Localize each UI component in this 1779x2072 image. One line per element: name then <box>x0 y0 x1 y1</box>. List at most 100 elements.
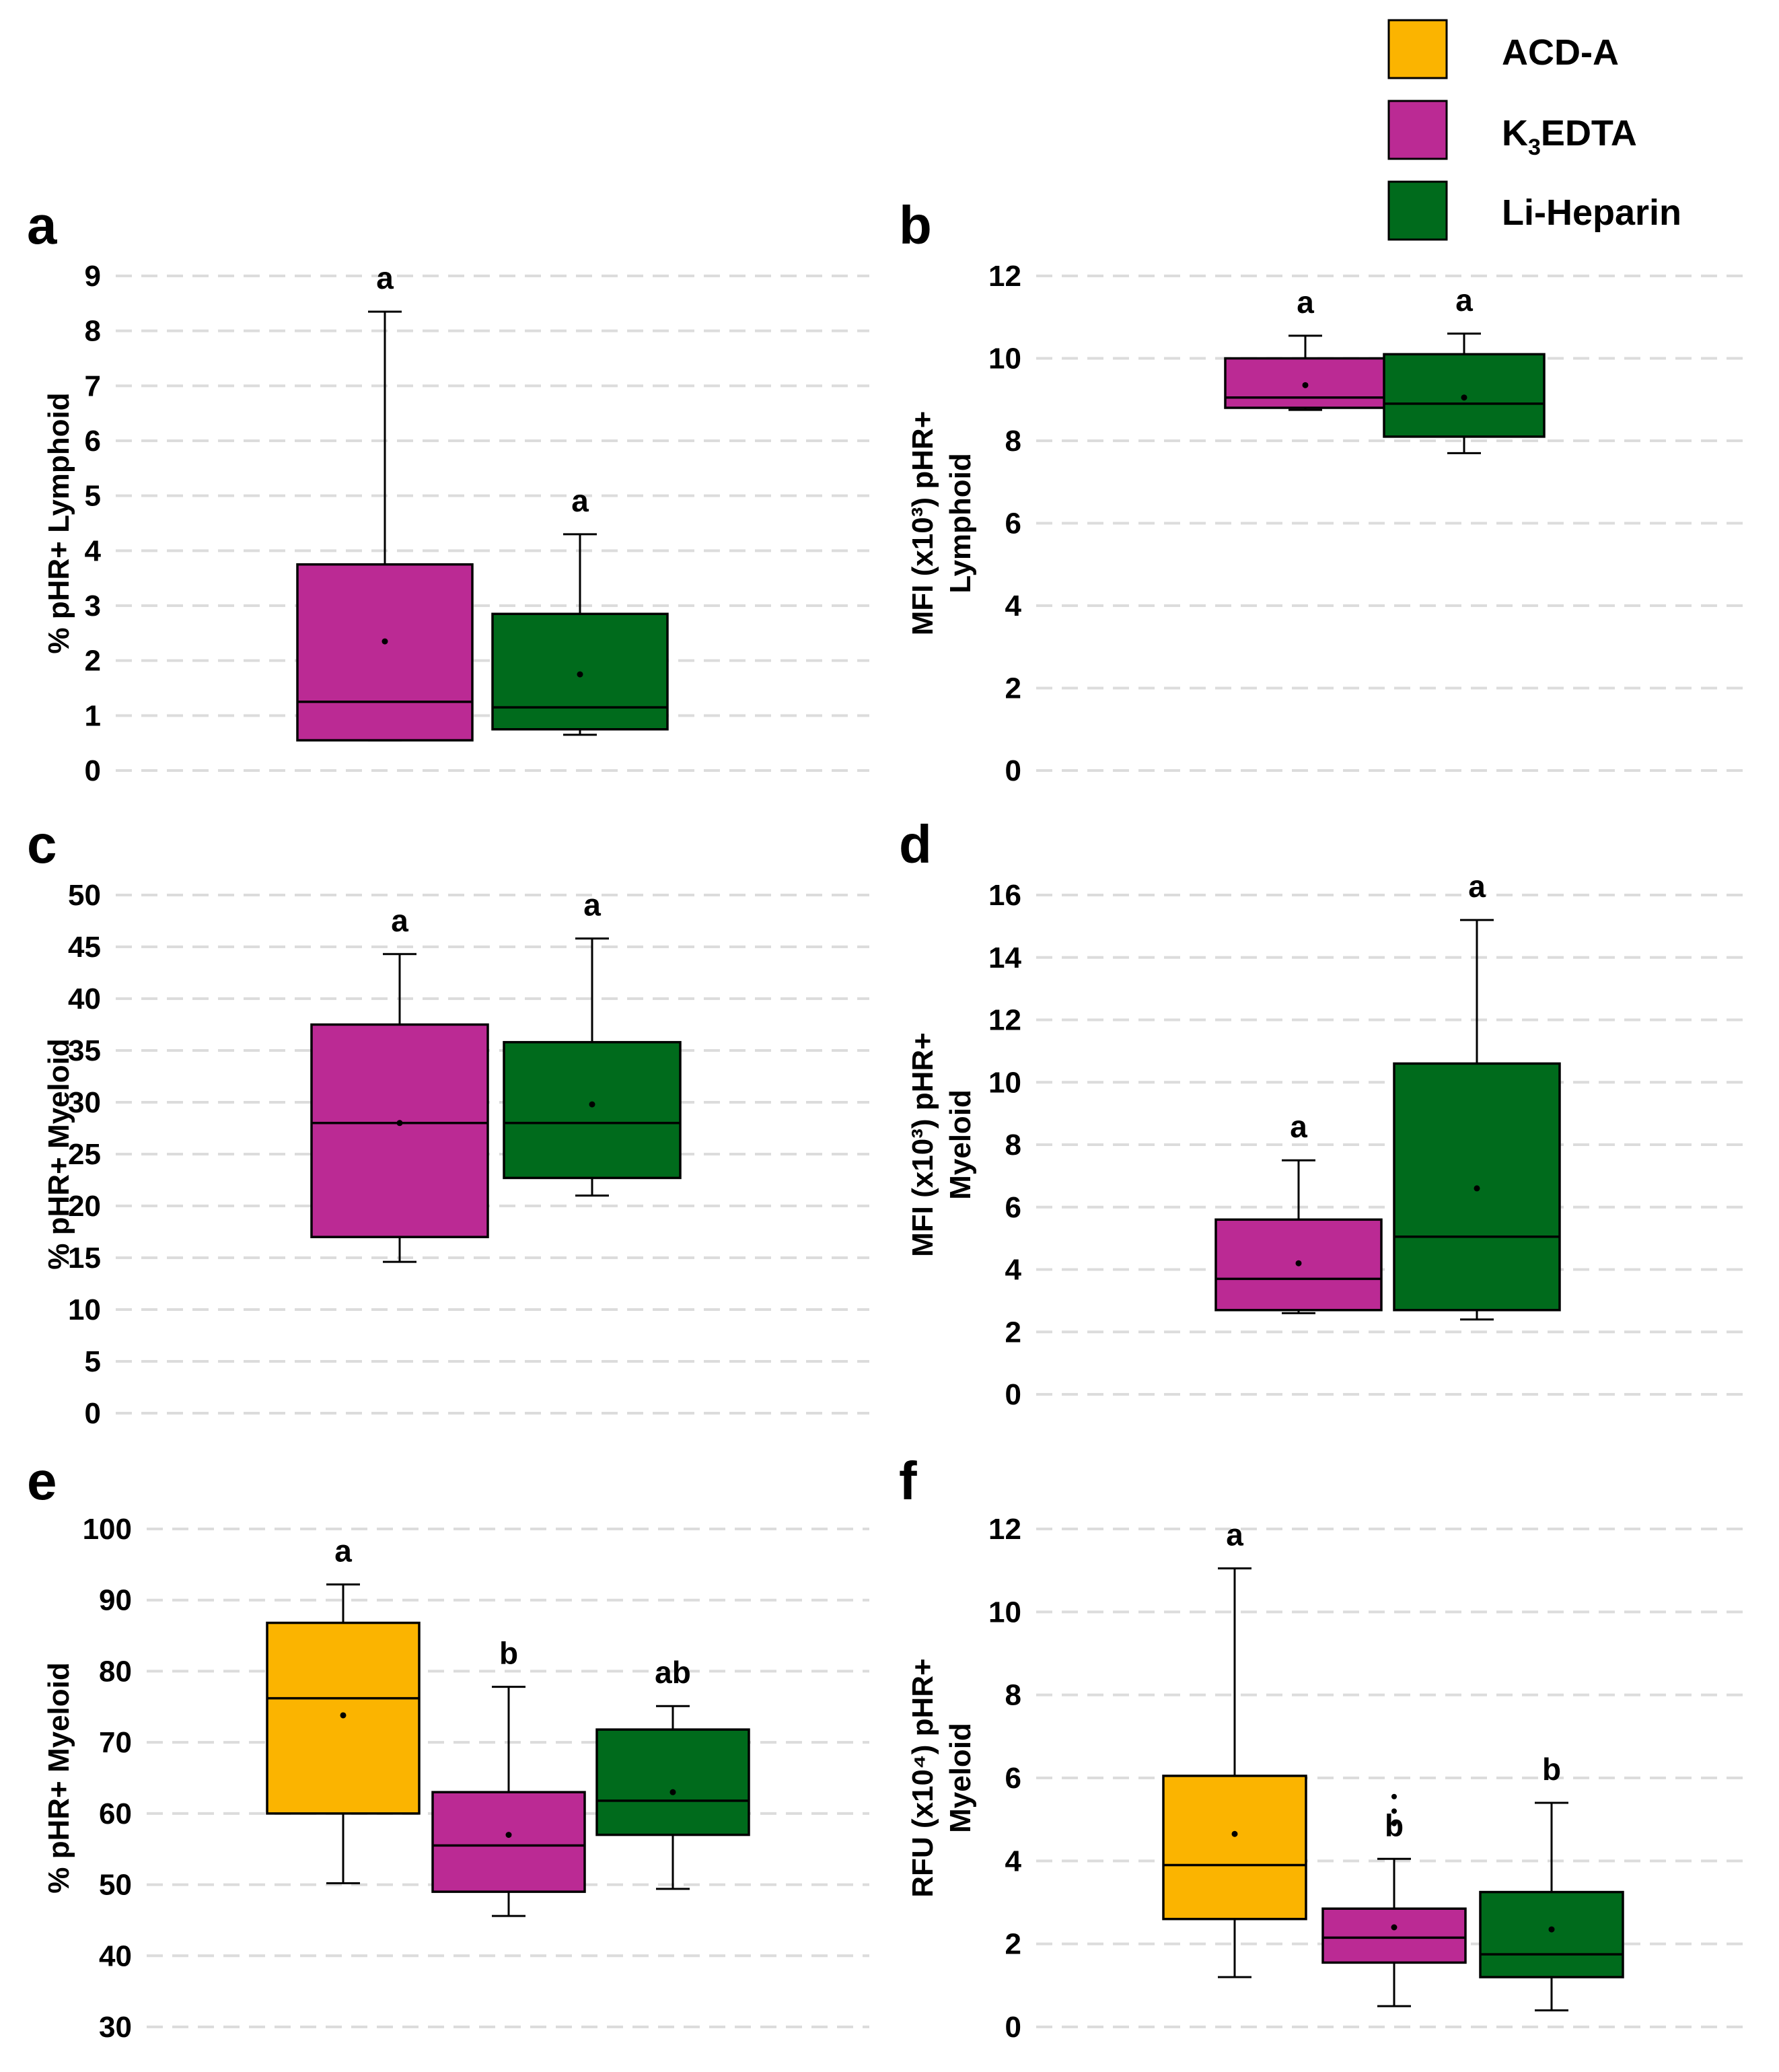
y-tick-label: 50 <box>99 1869 132 1902</box>
y-tick-label: 0 <box>1005 2011 1021 2044</box>
panel-b: b 0 2 4 6 8 10 12 MFI (x10³) pHR+ Lymphoid a a <box>899 195 1743 787</box>
mean-marker <box>589 1101 595 1108</box>
significance-label: a <box>1455 283 1473 318</box>
mean-marker <box>505 1832 512 1838</box>
significance-label: a <box>1297 285 1314 320</box>
y-tick-label: 50 <box>68 879 101 912</box>
box-iqr <box>296 563 474 742</box>
y-axis-label-line: % pHR+ Lymphoid <box>42 392 75 653</box>
mean-marker <box>1474 1185 1480 1192</box>
outlier-point <box>1391 1808 1397 1814</box>
panel-letter: a <box>27 195 57 255</box>
box-k3edta: a <box>1214 1109 1383 1314</box>
box-acd-a: a <box>1162 1517 1307 1978</box>
panel-letter: b <box>899 195 932 255</box>
box-li-heparin: a <box>1383 283 1546 454</box>
y-tick-label: 1 <box>85 699 101 732</box>
box-acd-a: a <box>266 1533 421 1884</box>
box-li-heparin: a <box>503 888 682 1197</box>
y-axis-label: % pHR+ Lymphoid <box>42 392 75 653</box>
mean-marker <box>1391 1924 1397 1931</box>
y-axis-label: % pHR+ Myeloid <box>42 1038 75 1270</box>
significance-label: a <box>334 1533 352 1568</box>
y-tick-label: 12 <box>988 1004 1021 1037</box>
box-li-heparin: a <box>1393 869 1561 1321</box>
y-tick-label: 9 <box>85 260 101 293</box>
y-axis-label-line: % pHR+ Myeloid <box>42 1038 75 1270</box>
box-iqr <box>503 1040 682 1180</box>
y-tick-label: 100 <box>83 1513 132 1546</box>
y-tick-label: 5 <box>85 1345 101 1378</box>
y-tick-label: 12 <box>988 1513 1021 1546</box>
outlier-point <box>1391 1820 1397 1826</box>
y-axis-label: MFI (x10³) pHR+ Lymphoid <box>906 411 977 636</box>
y-tick-label: 0 <box>1005 1378 1021 1411</box>
y-axis-label-line: Myeloid <box>944 1723 977 1833</box>
y-tick-label: 8 <box>1005 425 1021 458</box>
box-iqr <box>1162 1775 1307 1921</box>
panel-letter: c <box>27 814 57 874</box>
y-tick-label: 2 <box>1005 1316 1021 1349</box>
box-k3edta: a <box>310 903 489 1263</box>
box-iqr <box>431 1791 586 1893</box>
y-tick-label: 40 <box>99 1939 132 1972</box>
panel-letter: e <box>27 1451 57 1511</box>
box-iqr <box>1479 1890 1624 1978</box>
mean-marker <box>577 671 583 678</box>
panel-a: a 0 1 2 3 4 5 6 7 8 9 % pHR+ Lymphoid a a <box>27 195 869 787</box>
panel-f: f 0 2 4 6 8 10 12 RFU (x10⁴) pHR+ Myeloid a b b <box>899 1451 1743 2044</box>
y-tick-label: 4 <box>1005 590 1022 622</box>
box-li-heparin: ab <box>595 1655 750 1890</box>
significance-label: a <box>583 888 601 923</box>
y-axis-label: MFI (x10³) pHR+ Myeloid <box>906 1032 977 1257</box>
box-k3edta: a <box>296 260 474 742</box>
y-tick-label: 14 <box>988 941 1021 974</box>
mean-marker <box>1295 1260 1302 1266</box>
y-axis-label: % pHR+ Myeloid <box>42 1662 75 1894</box>
legend-label-acd-a: ACD-A <box>1502 32 1619 73</box>
y-tick-label: 10 <box>988 1596 1021 1629</box>
mean-marker <box>669 1789 676 1795</box>
y-tick-label: 20 <box>68 1190 101 1223</box>
box-k3edta: b <box>1321 1793 1467 2007</box>
significance-label: a <box>1226 1517 1243 1552</box>
y-axis-label-line: RFU (x10⁴) pHR+ <box>906 1658 939 1897</box>
y-tick-label: 0 <box>85 1397 101 1430</box>
panel-letter: d <box>899 814 932 874</box>
significance-label: b <box>1385 1808 1404 1843</box>
significance-label: b <box>1542 1752 1561 1787</box>
y-tick-label: 0 <box>85 754 101 787</box>
legend-swatch-li-heparin <box>1387 180 1448 241</box>
panel-letter: f <box>899 1451 917 1511</box>
significance-label: a <box>376 260 394 295</box>
y-tick-label: 60 <box>99 1797 132 1830</box>
y-tick-label: 6 <box>85 425 101 458</box>
significance-label: ab <box>655 1655 691 1690</box>
y-tick-label: 70 <box>99 1726 132 1759</box>
mean-marker <box>382 638 388 645</box>
y-tick-label: 35 <box>68 1034 101 1067</box>
y-tick-label: 10 <box>988 343 1021 376</box>
y-tick-label: 0 <box>1005 754 1021 787</box>
box-k3edta: b <box>431 1636 586 1917</box>
y-tick-label: 15 <box>68 1242 101 1275</box>
y-tick-label: 25 <box>68 1138 101 1171</box>
mean-marker <box>1231 1830 1238 1837</box>
y-tick-label: 8 <box>85 315 101 348</box>
y-tick-label: 90 <box>99 1584 132 1617</box>
y-tick-label: 3 <box>85 590 101 622</box>
significance-label: a <box>391 903 408 938</box>
box-li-heparin: b <box>1479 1752 1624 2011</box>
y-tick-label: 8 <box>1005 1129 1021 1162</box>
y-tick-label: 6 <box>1005 1762 1021 1795</box>
y-tick-label: 10 <box>988 1066 1021 1099</box>
y-tick-label: 4 <box>1005 1254 1022 1287</box>
y-tick-label: 12 <box>988 260 1021 293</box>
box-iqr <box>595 1728 750 1836</box>
box-k3edta: a <box>1224 285 1387 411</box>
y-tick-label: 4 <box>85 534 102 567</box>
y-tick-label: 45 <box>68 931 101 964</box>
y-tick-label: 30 <box>99 2011 132 2044</box>
